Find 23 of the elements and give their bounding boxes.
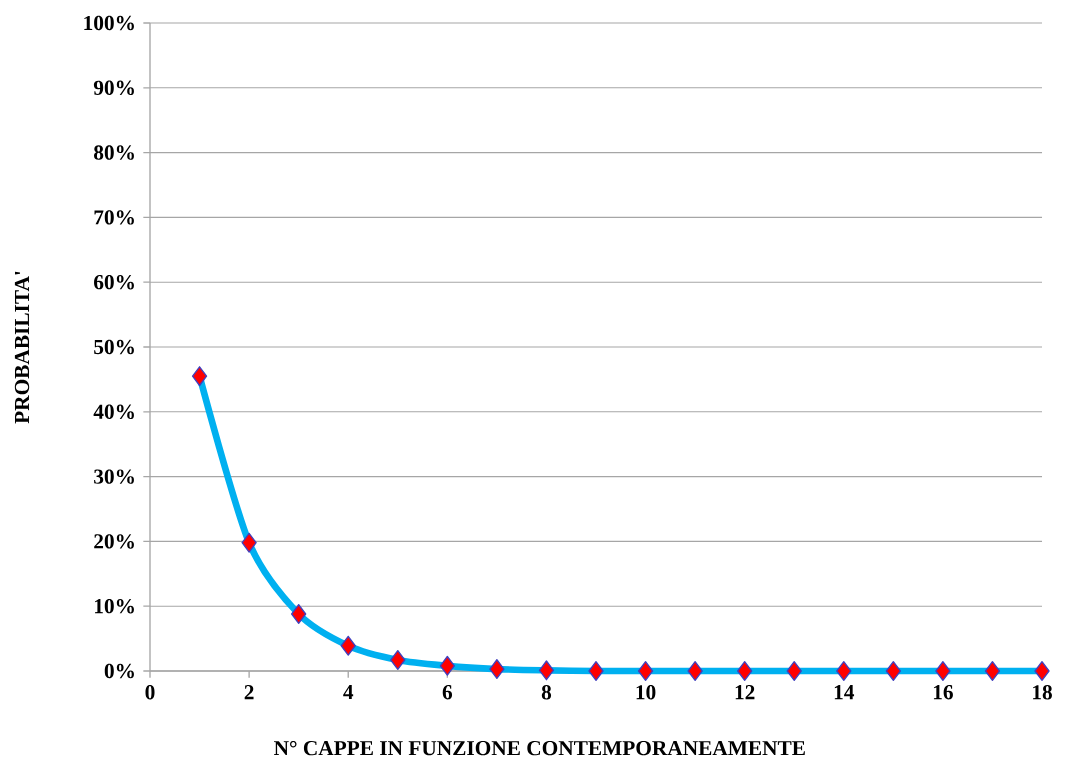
y-tick-label: 50% bbox=[94, 339, 134, 355]
y-tick-label: 20% bbox=[94, 534, 134, 549]
x-axis-title: N° CAPPE IN FUNZIONE CONTEMPORANEAMENTE bbox=[274, 740, 805, 756]
y-tick-label: 0% bbox=[104, 663, 134, 679]
y-tick-label: 10% bbox=[95, 598, 134, 614]
x-tick-label: 6 bbox=[442, 685, 453, 700]
y-tick-label: 60% bbox=[94, 274, 134, 290]
x-tick-label: 10 bbox=[636, 685, 656, 700]
y-tick-label: 40% bbox=[93, 404, 134, 420]
x-tick-label: 0 bbox=[145, 685, 155, 700]
x-tick-label: 12 bbox=[735, 685, 755, 700]
y-axis-title: PROBABILITA' bbox=[14, 271, 30, 424]
x-tick-label: 4 bbox=[343, 685, 354, 700]
y-tick-label: 90% bbox=[93, 80, 134, 96]
x-tick-label: 8 bbox=[541, 685, 552, 700]
x-tick-label: 14 bbox=[834, 685, 855, 700]
y-tick-label: 80% bbox=[94, 145, 134, 160]
x-tick-label: 18 bbox=[1033, 685, 1052, 700]
y-tick-label: 70% bbox=[94, 210, 134, 225]
x-tick-label: 2 bbox=[244, 685, 254, 700]
x-tick-label: 16 bbox=[933, 685, 953, 700]
y-tick-label: 30% bbox=[94, 469, 134, 484]
y-tick-label: 100% bbox=[84, 15, 134, 31]
